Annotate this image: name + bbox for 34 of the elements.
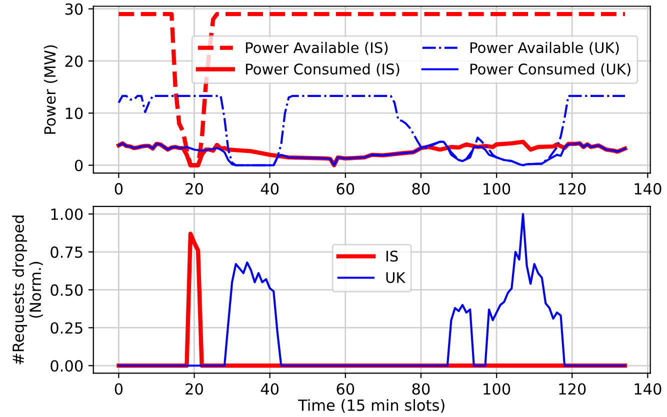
y-tick-label: 10 bbox=[66, 108, 83, 120]
x-tick-label: 80 bbox=[412, 383, 430, 395]
y-tick-label: 0 bbox=[74, 160, 83, 172]
x-tick-label: 80 bbox=[412, 183, 430, 195]
legend-label: UK bbox=[386, 272, 406, 284]
x-tick-label: 60 bbox=[336, 183, 354, 195]
y-tick-label: 0.25 bbox=[50, 322, 82, 334]
y-tick-label: 1.00 bbox=[51, 208, 83, 220]
legend-label: Power Consumed (UK) bbox=[470, 63, 630, 76]
legend-label: Power Consumed (IS) bbox=[246, 63, 400, 76]
y-tick-label: 30 bbox=[65, 3, 83, 15]
y-tick-label: 0.50 bbox=[50, 284, 83, 296]
y-axis-title: #Requests dropped (Norm.) bbox=[12, 216, 43, 364]
x-tick-label: 40 bbox=[260, 183, 279, 195]
x-tick-label: 100 bbox=[484, 383, 510, 395]
x-axis-title: Time (15 min slots) bbox=[298, 399, 444, 413]
legend-label: Power Available (UK) bbox=[470, 42, 619, 55]
x-tick-label: 0 bbox=[114, 383, 123, 395]
y-tick-label: 20 bbox=[65, 55, 83, 68]
x-tick-label: 0 bbox=[114, 183, 123, 195]
x-tick-label: 120 bbox=[559, 183, 586, 195]
x-tick-label: 100 bbox=[484, 183, 510, 195]
x-tick-label: 60 bbox=[336, 383, 354, 395]
x-tick-label: 40 bbox=[260, 383, 279, 395]
legend-label: IS bbox=[386, 250, 398, 262]
x-tick-label: 20 bbox=[186, 383, 203, 395]
y-tick-label: 0.75 bbox=[50, 246, 82, 258]
x-tick-label: 120 bbox=[559, 383, 586, 395]
x-tick-label: 20 bbox=[186, 183, 203, 195]
x-tick-label: 140 bbox=[634, 183, 662, 195]
y-axis-title: Power (MW) bbox=[44, 45, 58, 134]
y-tick-label: 0.00 bbox=[50, 360, 83, 372]
legend-label: Power Available (IS) bbox=[246, 42, 388, 55]
x-tick-label: 140 bbox=[634, 383, 662, 395]
